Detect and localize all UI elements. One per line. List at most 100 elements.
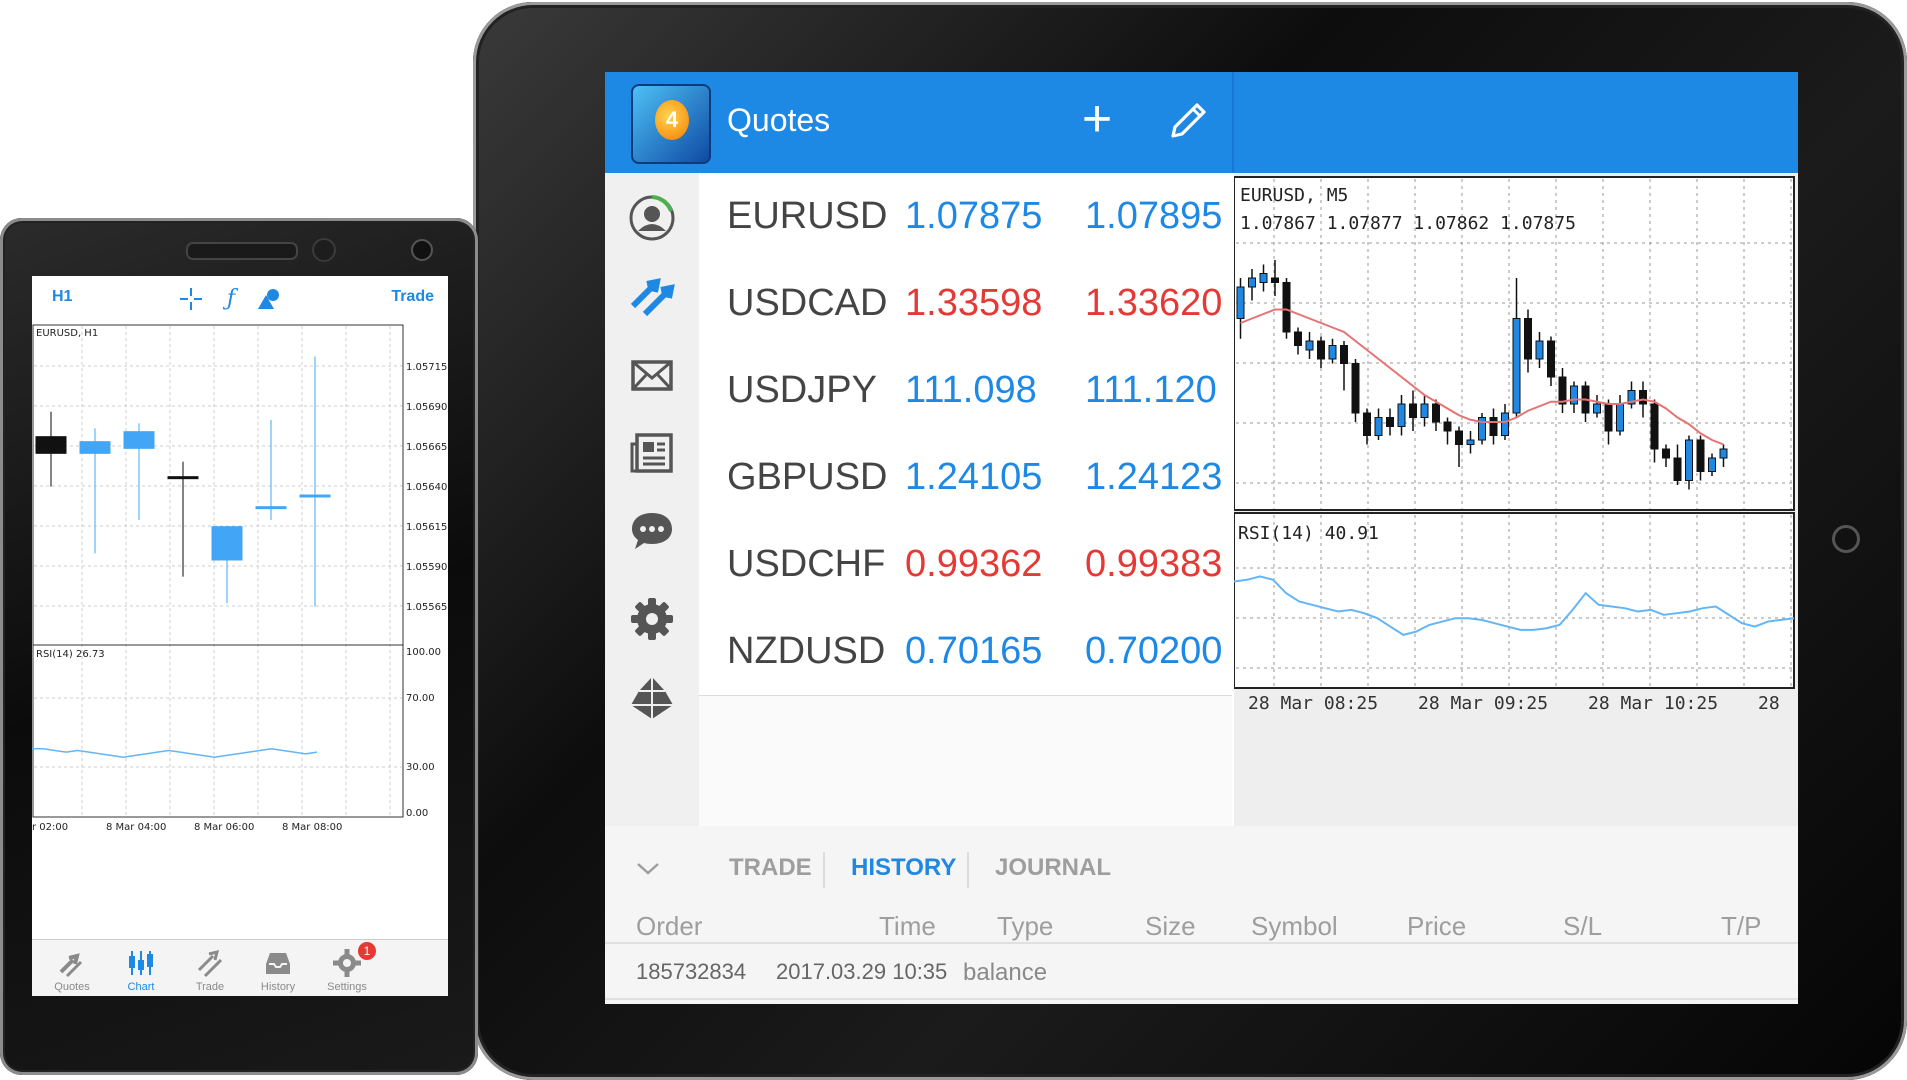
phone-chart-toolbar: H1 ƒ Trade	[32, 276, 448, 323]
candle-body	[1489, 417, 1498, 436]
nav-label: Quotes	[54, 981, 90, 993]
community-icon[interactable]	[627, 673, 677, 723]
time-label: 28	[1758, 693, 1780, 714]
trade-button[interactable]: Trade	[391, 288, 434, 305]
candle-body	[1639, 390, 1647, 405]
nav-quotes[interactable]: Quotes	[32, 944, 112, 996]
rsi-line	[1234, 575, 1795, 636]
crosshair-icon[interactable]	[178, 286, 204, 312]
candle-body	[1593, 403, 1601, 414]
candle-body	[1374, 417, 1383, 436]
candle-body	[1558, 376, 1567, 405]
quote-ask: 0.99383	[1085, 543, 1223, 585]
rsi-level-label: 100.00	[406, 647, 441, 658]
nav-chart[interactable]: Chart	[101, 944, 181, 996]
history-order[interactable]: 185732834	[636, 959, 747, 984]
quote-row-eurusd[interactable]: EURUSD 1.07875 1.07895	[699, 173, 1232, 261]
objects-shapes-icon[interactable]	[256, 286, 282, 312]
tab-history[interactable]: HISTORY	[851, 854, 957, 881]
price-label: 1.05665	[406, 442, 447, 453]
candle-body	[1478, 417, 1486, 441]
tab-separator	[967, 852, 969, 888]
candle-body	[1650, 403, 1659, 450]
chat-icon[interactable]	[627, 506, 677, 556]
candle-body	[1662, 448, 1670, 459]
quote-ask: 1.07895	[1085, 195, 1223, 237]
history-row-divider	[605, 998, 1798, 1000]
column-symbol: Symbol	[1251, 911, 1338, 941]
candle-body	[1340, 345, 1348, 364]
nav-trade[interactable]: Trade	[170, 944, 250, 996]
trade-arrows-icon[interactable]	[627, 270, 677, 320]
candle-body	[123, 431, 155, 449]
quote-row-nzdusd[interactable]: NZDUSD 0.70165 0.70200	[699, 608, 1232, 696]
phone-chart-title: EURUSD, H1	[36, 328, 98, 339]
quote-row-usdjpy[interactable]: USDJPY 111.098 111.120	[699, 347, 1232, 435]
rsi-level-label: 30.00	[406, 762, 435, 773]
notification-badge: 1	[358, 942, 376, 960]
candle-body	[1259, 273, 1268, 283]
candle-body	[1547, 340, 1555, 378]
quote-symbol: GBPUSD	[727, 456, 888, 498]
tab-journal[interactable]: JOURNAL	[995, 854, 1112, 881]
account-icon[interactable]	[627, 193, 677, 243]
quote-bid: 0.99362	[905, 543, 1043, 585]
candle-body	[1604, 403, 1613, 432]
nav-history[interactable]: History	[238, 944, 318, 996]
nav-label: Trade	[195, 981, 225, 993]
indicators-f-icon[interactable]: ƒ	[226, 286, 236, 311]
history-type[interactable]: balance	[963, 959, 1048, 986]
quote-row-gbpusd[interactable]: GBPUSD 1.24105 1.24123	[699, 434, 1232, 522]
candle-body	[299, 494, 331, 498]
phone-price-chart[interactable]: EURUSD, H1 RSI(14) 26.73 1.05715 1.05690…	[32, 322, 448, 939]
candle-body	[1501, 412, 1509, 436]
edit-pencil-icon[interactable]	[1163, 96, 1213, 146]
candle-body	[1328, 345, 1337, 360]
phone-chart-bg	[32, 322, 448, 939]
header-title: Quotes	[727, 102, 831, 138]
trade-icon	[197, 949, 223, 978]
news-icon[interactable]	[627, 428, 677, 478]
quotes-header: 4 Quotes +	[605, 72, 1798, 173]
tablet-price-chart[interactable]: EURUSD, M5 1.07867 1.07877 1.07862 1.078…	[1234, 173, 1798, 826]
tab-trade[interactable]: TRADE	[729, 854, 812, 881]
settings-gear-icon[interactable]	[627, 594, 677, 644]
tablet-chart-ohlc: 1.07867 1.07877 1.07862 1.07875	[1240, 213, 1576, 234]
tablet-rsi-label: RSI(14) 40.91	[1238, 523, 1379, 544]
candle-body	[1627, 390, 1636, 405]
phone-rsi-label: RSI(14) 26.73	[36, 649, 105, 660]
terminal-panel: TRADE HISTORY JOURNAL Order Time Type Si…	[605, 826, 1798, 1004]
quote-bid: 1.07875	[905, 195, 1043, 237]
phone-bottom-nav: Quotes Chart Trade History 1 Settings	[32, 939, 448, 996]
nav-settings[interactable]: 1 Settings	[307, 942, 387, 996]
history-icon	[266, 953, 290, 974]
quote-row-usdchf[interactable]: USDCHF 0.99362 0.99383	[699, 521, 1232, 609]
quote-row-usdcad[interactable]: USDCAD 1.33598 1.33620	[699, 260, 1232, 348]
history-time[interactable]: 2017.03.29 10:35	[776, 959, 948, 984]
price-label: 1.05690	[406, 402, 447, 413]
price-label: 1.05565	[406, 602, 447, 613]
tablet-home-button	[1832, 525, 1860, 553]
candle-body	[1466, 439, 1475, 445]
candle-body	[1236, 286, 1245, 319]
candle-body	[1570, 385, 1578, 405]
candle-body	[1432, 403, 1440, 423]
mail-icon[interactable]	[627, 350, 677, 400]
quote-ask: 111.120	[1085, 369, 1217, 411]
phone-time-label: r 02:00	[32, 822, 68, 833]
quotes-icon	[59, 953, 83, 978]
candle-body	[1294, 331, 1302, 346]
add-symbol-icon[interactable]: +	[1081, 90, 1113, 148]
candle-body	[211, 526, 243, 561]
candle-body	[1386, 417, 1394, 427]
app-logo[interactable]: 4	[631, 84, 711, 164]
rsi-level-label: 0.00	[406, 808, 428, 819]
collapse-chevron-icon[interactable]	[635, 860, 661, 878]
phone-sensor	[312, 238, 336, 262]
timeframe-button[interactable]: H1	[52, 288, 73, 305]
column-size: Size	[1145, 911, 1196, 941]
candle-body	[255, 506, 287, 510]
quote-bid: 111.098	[905, 369, 1037, 411]
candle-body	[167, 476, 199, 480]
nav-label: Chart	[127, 981, 155, 993]
